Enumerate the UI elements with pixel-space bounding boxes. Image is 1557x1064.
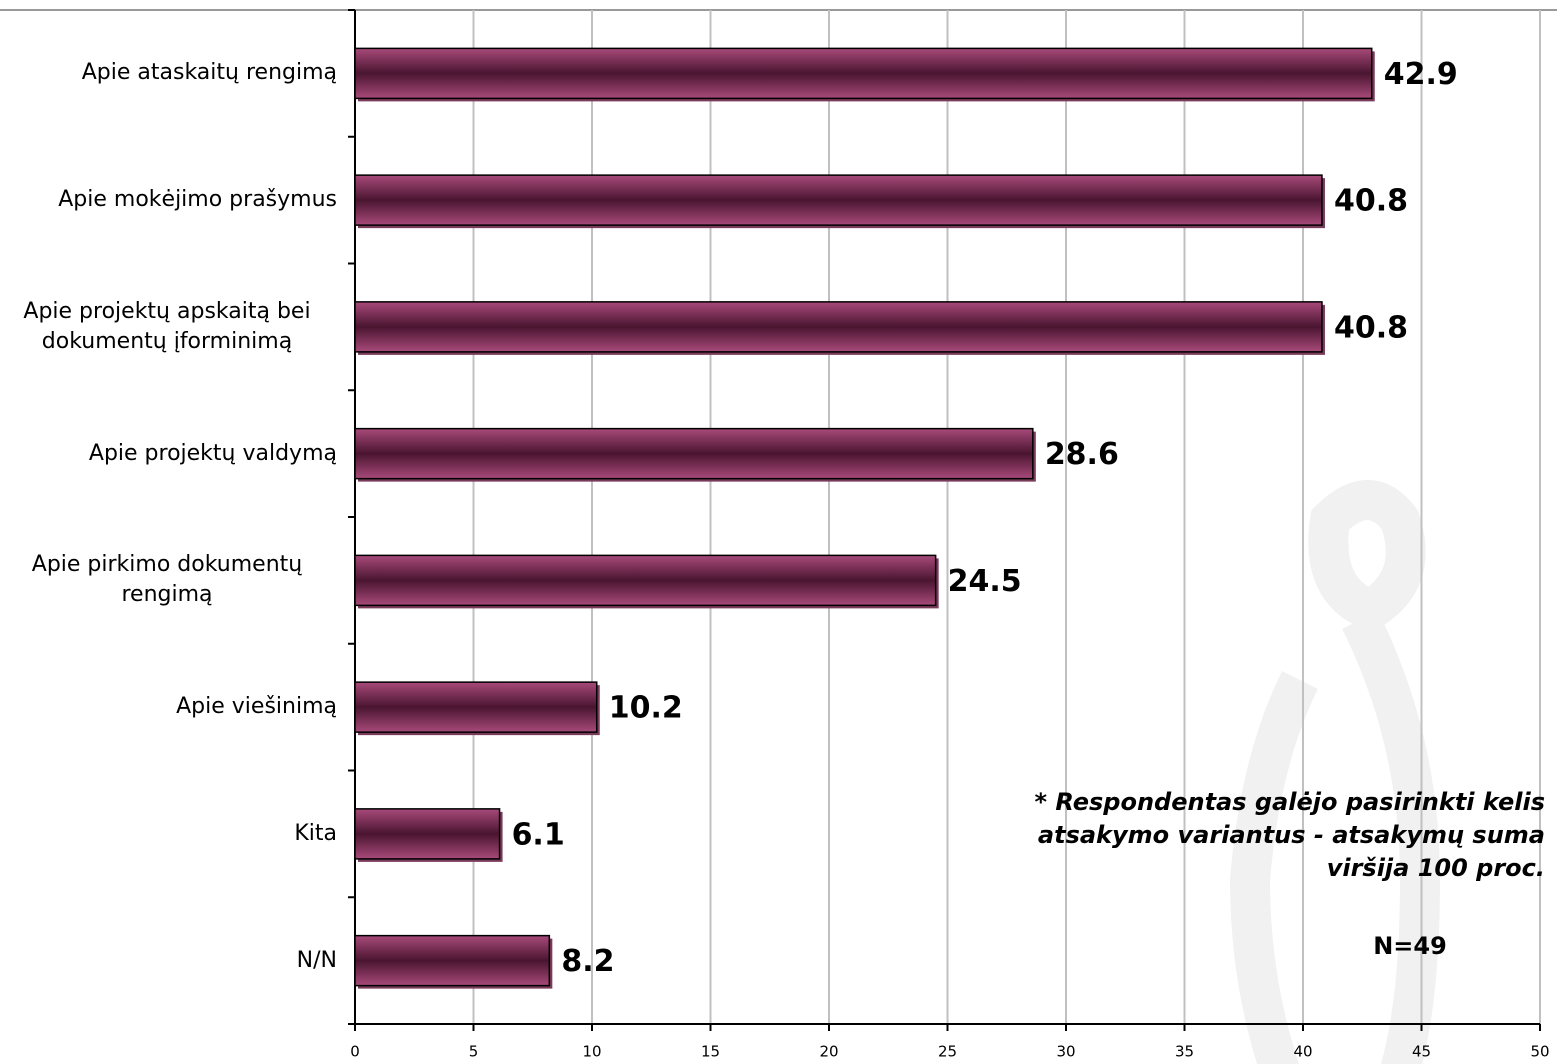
- bar: [354, 427, 1034, 480]
- value-label: 40.8: [1334, 184, 1408, 219]
- y-tick-label: Apie viešinimą: [176, 694, 337, 720]
- value-label: 8.2: [561, 944, 614, 979]
- x-tick-label: 20: [819, 1043, 838, 1061]
- annotation: N=49: [1373, 932, 1447, 960]
- bar: [354, 301, 1323, 353]
- x-tick-label: 50: [1530, 1043, 1549, 1061]
- value-label: 6.1: [512, 817, 565, 852]
- value-label: 24.5: [948, 564, 1022, 599]
- bar: [354, 47, 1373, 100]
- bar: [354, 808, 501, 860]
- x-tick-label: 15: [701, 1043, 720, 1061]
- y-tick-label: Apie mokėjimo prašymus: [58, 187, 337, 213]
- bar: [354, 554, 937, 607]
- y-tick-label: Apie ataskaitų rengimą: [81, 60, 337, 86]
- x-tick-label: 35: [1175, 1043, 1194, 1061]
- annotation: * Respondentas galėjo pasirinkti kelis a…: [1034, 788, 1545, 882]
- value-label: 42.9: [1384, 57, 1458, 92]
- value-label: 28.6: [1045, 437, 1119, 472]
- bar: [354, 174, 1323, 226]
- x-tick-label: 5: [469, 1043, 479, 1061]
- x-tick-label: 40: [1293, 1043, 1312, 1061]
- x-tick-label: 45: [1412, 1043, 1431, 1061]
- y-tick-label: N/N: [296, 947, 337, 973]
- watermark: [1229, 480, 1441, 1064]
- y-tick-label: Kita: [294, 820, 337, 846]
- x-tick-label: 10: [582, 1043, 601, 1061]
- value-label: 40.8: [1334, 310, 1408, 345]
- x-tick-label: 0: [350, 1043, 360, 1061]
- x-tick-label: 25: [938, 1043, 957, 1061]
- value-label: 10.2: [609, 691, 683, 726]
- y-tick-label: Apie pirkimo dokumentų rengimą: [31, 552, 303, 608]
- y-tick-label: Apie projektų apskaitą bei dokumentų įfo…: [23, 298, 311, 354]
- bar: [354, 934, 551, 987]
- y-tick-label: Apie projektų valdymą: [88, 440, 337, 466]
- x-tick-label: 30: [1056, 1043, 1075, 1061]
- bar: [354, 681, 598, 733]
